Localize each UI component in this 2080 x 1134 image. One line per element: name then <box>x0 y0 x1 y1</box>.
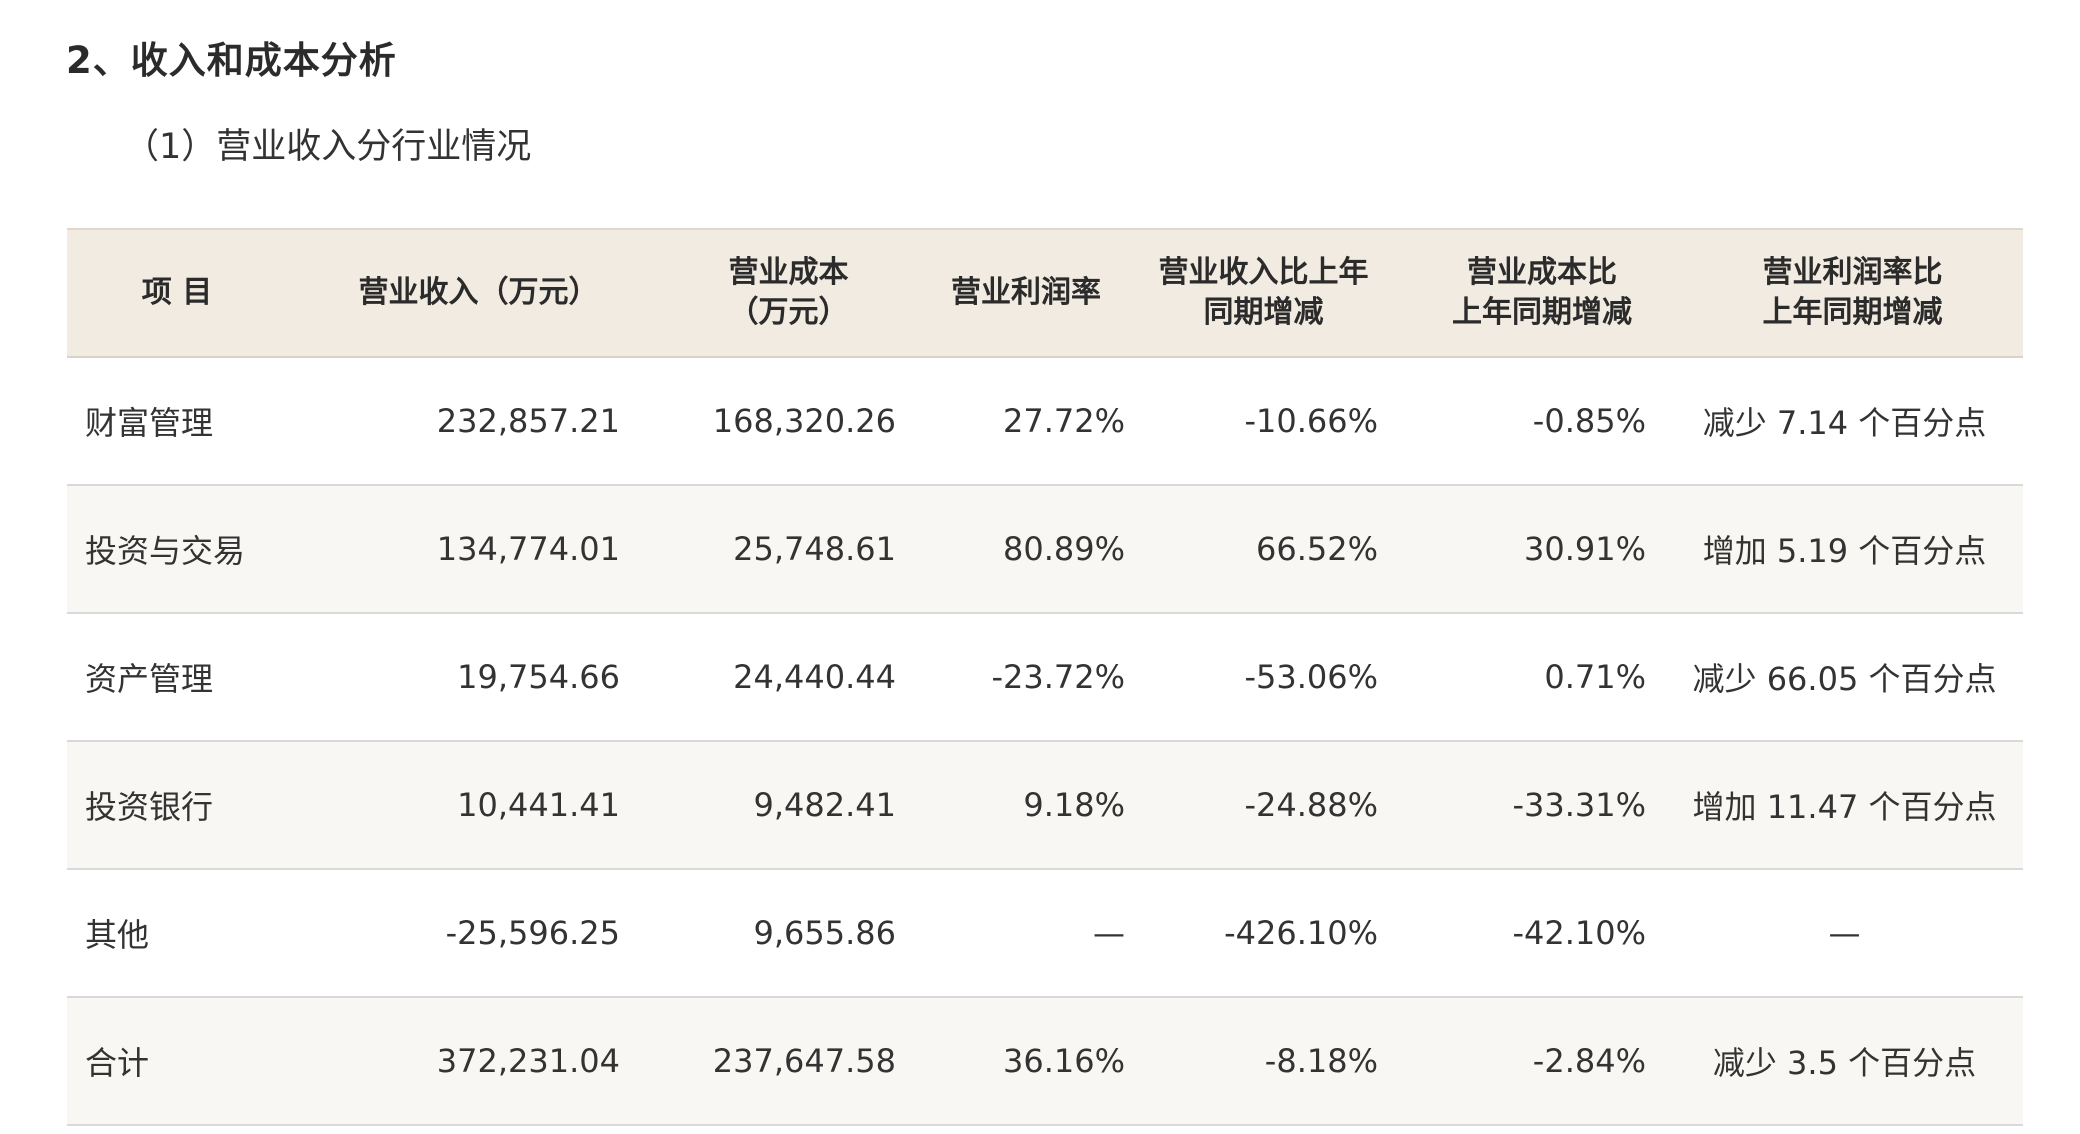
revenue-change-cell: -8.18% <box>1135 997 1392 1126</box>
cost-change-cell: -2.84% <box>1392 997 1662 1126</box>
table-row: 投资与交易 134,774.01 25,748.61 80.89% 66.52%… <box>67 485 2023 614</box>
margin-change-cell: 减少 66.05 个百分点 <box>1662 613 2023 742</box>
margin-cell: 27.72% <box>907 357 1135 486</box>
cost-cell: 9,482.41 <box>630 741 907 870</box>
table-row: 财富管理 232,857.21 168,320.26 27.72% -10.66… <box>67 357 2023 486</box>
margin-cell: 36.16% <box>907 997 1135 1126</box>
row-name: 资产管理 <box>67 613 307 742</box>
cost-cell: 25,748.61 <box>630 485 907 614</box>
revenue-cell: 134,774.01 <box>307 485 630 614</box>
margin-cell: — <box>907 869 1135 998</box>
cost-cell: 24,440.44 <box>630 613 907 742</box>
row-name: 投资与交易 <box>67 485 307 614</box>
cost-change-cell: 0.71% <box>1392 613 1662 742</box>
margin-cell: 9.18% <box>907 741 1135 870</box>
table-row: 其他 -25,596.25 9,655.86 — -426.10% -42.10… <box>67 869 2023 998</box>
revenue-cell: 10,441.41 <box>307 741 630 870</box>
row-name: 合计 <box>67 997 307 1126</box>
margin-change-cell: — <box>1662 869 2023 998</box>
revenue-change-cell: -53.06% <box>1135 613 1392 742</box>
header-revenue-change: 营业收入比上年 同期增减 <box>1135 228 1392 358</box>
section-title: 2、收入和成本分析 <box>66 39 397 82</box>
header-margin-change: 营业利润率比 上年同期增减 <box>1662 228 2023 358</box>
header-revenue: 营业收入（万元） <box>307 228 630 358</box>
revenue-change-cell: 66.52% <box>1135 485 1392 614</box>
cost-change-cell: -0.85% <box>1392 357 1662 486</box>
margin-cell: -23.72% <box>907 613 1135 742</box>
sub-title: （1）营业收入分行业情况 <box>124 127 532 167</box>
margin-change-cell: 增加 5.19 个百分点 <box>1662 485 2023 614</box>
margin-change-cell: 增加 11.47 个百分点 <box>1662 741 2023 870</box>
table-row: 投资银行 10,441.41 9,482.41 9.18% -24.88% -3… <box>67 741 2023 870</box>
table-row-total: 合计 372,231.04 237,647.58 36.16% -8.18% -… <box>67 997 2023 1126</box>
margin-change-cell: 减少 7.14 个百分点 <box>1662 357 2023 486</box>
margin-change-cell: 减少 3.5 个百分点 <box>1662 997 2023 1126</box>
header-cost: 营业成本 （万元） <box>630 228 907 358</box>
header-margin: 营业利润率 <box>907 228 1135 358</box>
industry-revenue-table: 项 目 营业收入（万元） 营业成本 （万元） 营业利润率 营业收入比上年 同期增… <box>67 228 2023 1126</box>
table-header-row: 项 目 营业收入（万元） 营业成本 （万元） 营业利润率 营业收入比上年 同期增… <box>67 228 2023 358</box>
table-row: 资产管理 19,754.66 24,440.44 -23.72% -53.06%… <box>67 613 2023 742</box>
revenue-cell: 372,231.04 <box>307 997 630 1126</box>
cost-change-cell: 30.91% <box>1392 485 1662 614</box>
revenue-change-cell: -24.88% <box>1135 741 1392 870</box>
header-cost-change: 营业成本比 上年同期增减 <box>1392 228 1662 358</box>
revenue-change-cell: -426.10% <box>1135 869 1392 998</box>
cost-cell: 237,647.58 <box>630 997 907 1126</box>
revenue-change-cell: -10.66% <box>1135 357 1392 486</box>
revenue-cell: -25,596.25 <box>307 869 630 998</box>
row-name: 投资银行 <box>67 741 307 870</box>
revenue-cell: 232,857.21 <box>307 357 630 486</box>
header-item: 项 目 <box>67 228 307 358</box>
cost-change-cell: -33.31% <box>1392 741 1662 870</box>
margin-cell: 80.89% <box>907 485 1135 614</box>
row-name: 财富管理 <box>67 357 307 486</box>
cost-cell: 9,655.86 <box>630 869 907 998</box>
row-name: 其他 <box>67 869 307 998</box>
revenue-cell: 19,754.66 <box>307 613 630 742</box>
cost-cell: 168,320.26 <box>630 357 907 486</box>
cost-change-cell: -42.10% <box>1392 869 1662 998</box>
